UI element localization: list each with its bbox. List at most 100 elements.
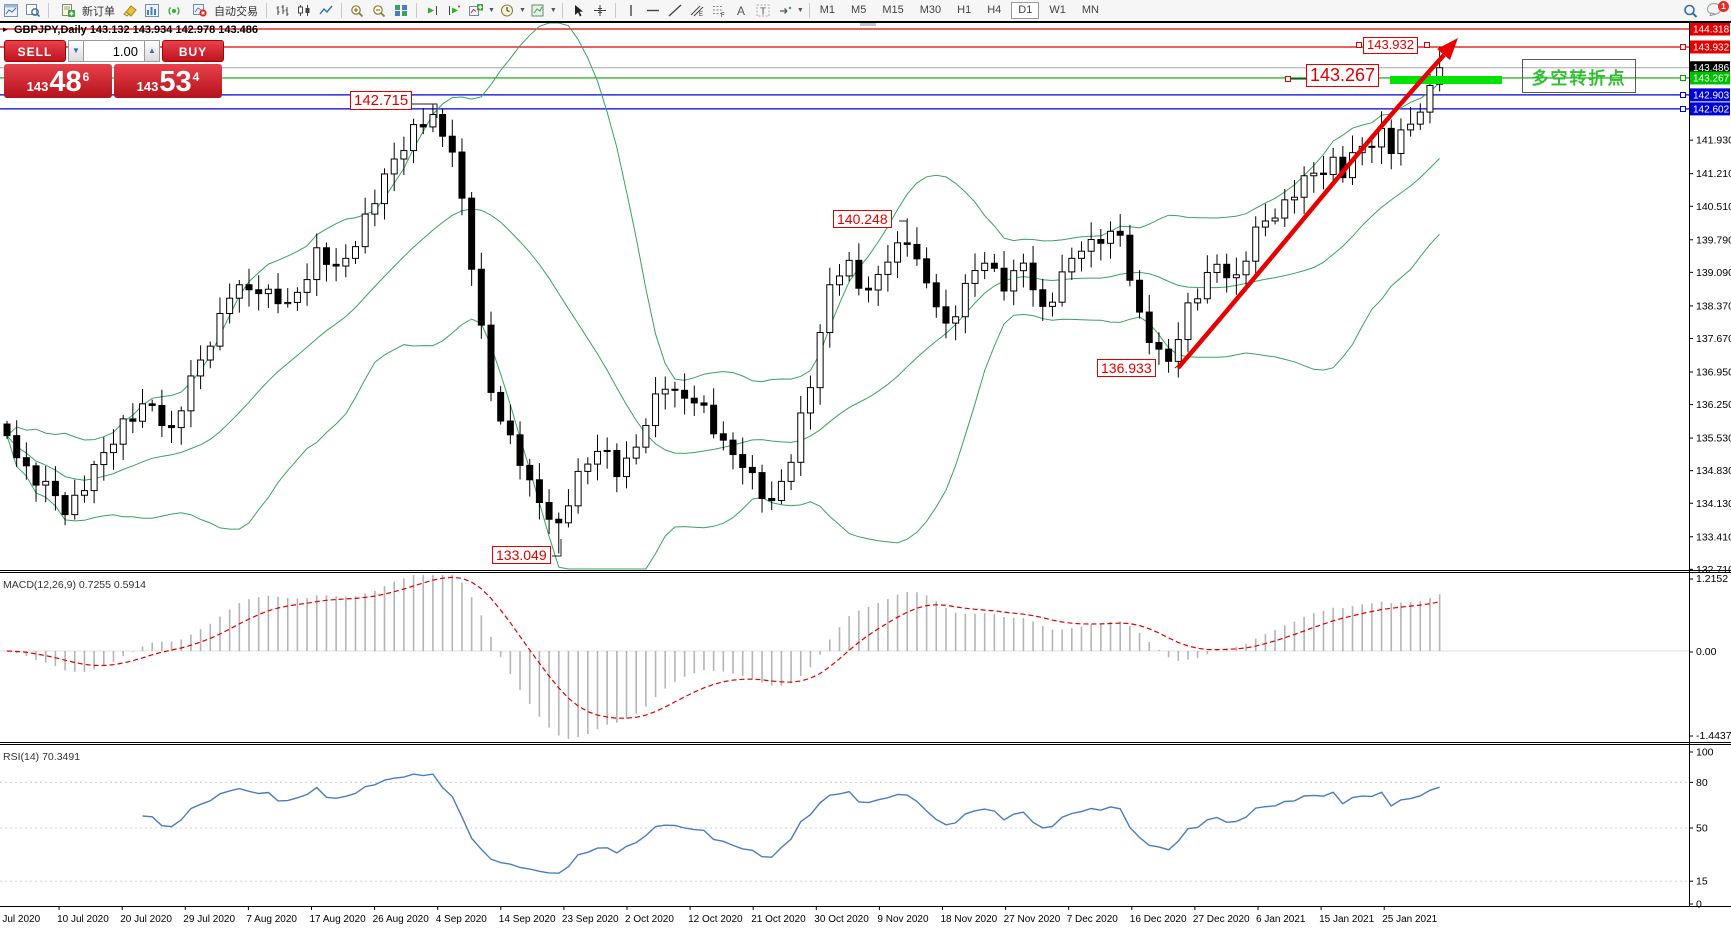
timeframe-button-W1[interactable]: W1 xyxy=(1049,4,1066,16)
trendline-tool-icon[interactable] xyxy=(664,2,686,20)
cursor-icon[interactable] xyxy=(567,2,589,20)
search-icon[interactable] xyxy=(1679,2,1701,20)
templates-icon[interactable] xyxy=(527,2,549,20)
axes xyxy=(0,22,1731,907)
volume-decrease-button[interactable]: ▼ xyxy=(68,40,84,62)
text-tool-icon[interactable]: T xyxy=(752,2,774,20)
svg-text:136.950: 136.950 xyxy=(1696,366,1731,378)
sell-price-tile[interactable]: 143 48 6 xyxy=(4,64,112,98)
buy-button[interactable]: BUY xyxy=(162,40,224,62)
vertical-line-tool-icon[interactable] xyxy=(620,2,642,20)
svg-text:29 Jul 2020: 29 Jul 2020 xyxy=(183,914,235,925)
toolbar-separator xyxy=(614,3,616,18)
svg-text:133.410: 133.410 xyxy=(1696,531,1731,543)
shift-end-icon[interactable] xyxy=(421,2,443,20)
eraser-icon[interactable] xyxy=(119,2,141,20)
zoom-out-icon[interactable] xyxy=(368,2,390,20)
date-axis: 1 Jul 2020 10 Jul 2020 20 Jul 2020 29 Jul 2… xyxy=(0,906,1438,925)
timeframe-button-M30[interactable]: M30 xyxy=(919,4,942,16)
svg-text:144.318: 144.318 xyxy=(1693,25,1730,36)
crosshair-icon[interactable] xyxy=(589,2,611,20)
object-anchor-point[interactable] xyxy=(1680,92,1686,98)
svg-text:4 Sep 2020: 4 Sep 2020 xyxy=(436,914,488,925)
channel-tool-icon[interactable]: E xyxy=(686,2,708,20)
svg-text:27 Nov 2020: 27 Nov 2020 xyxy=(1004,914,1061,925)
buy-price-pips: 53 xyxy=(159,66,192,98)
chart-profile-icon[interactable] xyxy=(141,2,163,20)
arrows-tool-icon[interactable]: A xyxy=(730,2,752,20)
new-order-button[interactable]: 新订单 xyxy=(53,2,119,20)
chat-icon[interactable]: 1 xyxy=(1707,0,1729,20)
rsi-label: RSI(14) 70.3491 xyxy=(3,751,80,763)
green-highlight-bar[interactable] xyxy=(1390,76,1502,84)
timeframe-bar: M1 M5 M15 M30 H1 H4 D1 W1 MN xyxy=(814,2,1105,19)
timeframe-button-M1[interactable]: M1 xyxy=(819,4,836,16)
svg-text:140.510: 140.510 xyxy=(1696,201,1731,213)
object-anchor-point[interactable] xyxy=(1680,75,1686,81)
dropdown-caret-icon[interactable]: ▼ xyxy=(488,7,495,14)
toolbar-separator xyxy=(416,3,417,18)
line-chart-icon[interactable] xyxy=(315,2,337,20)
bb-lower-band xyxy=(6,233,1440,570)
object-anchor-point[interactable] xyxy=(1285,76,1291,82)
data-window-icon[interactable] xyxy=(22,2,44,20)
buy-price-main: 143 xyxy=(136,79,159,94)
svg-text:30 Oct 2020: 30 Oct 2020 xyxy=(814,914,869,925)
period-clock-icon[interactable] xyxy=(496,2,518,20)
dropdown-caret-icon[interactable]: ▼ xyxy=(549,7,557,14)
svg-text:-1.4437: -1.4437 xyxy=(1696,730,1731,742)
timeframe-button-H1[interactable]: H1 xyxy=(957,4,972,16)
volume-increase-button[interactable]: ▲ xyxy=(144,40,160,62)
svg-text:7 Dec 2020: 7 Dec 2020 xyxy=(1067,914,1119,925)
svg-text:137.670: 137.670 xyxy=(1696,333,1731,345)
object-anchor-point[interactable] xyxy=(1424,42,1430,48)
new-chart-icon[interactable] xyxy=(0,2,22,20)
svg-text:E: E xyxy=(699,12,703,17)
autotrade-button[interactable]: 自动交易 xyxy=(185,2,262,20)
svg-text:6 Jan 2021: 6 Jan 2021 xyxy=(1256,914,1306,925)
timeframe-button-M5[interactable]: M5 xyxy=(851,4,867,16)
dropdown-caret-icon[interactable]: ▼ xyxy=(518,7,526,14)
drawing-objects[interactable] xyxy=(412,38,1686,557)
price-callout-143_267[interactable]: 143.267 xyxy=(1306,64,1380,87)
timeframe-button-D1[interactable]: D1 xyxy=(1011,2,1040,19)
svg-text:10 Jul 2020: 10 Jul 2020 xyxy=(57,914,109,925)
chart-frame xyxy=(0,22,1731,939)
horizontal-line-tool-icon[interactable] xyxy=(642,2,664,20)
price-callout-133_049[interactable]: 133.049 xyxy=(492,546,551,565)
add-indicator-icon[interactable] xyxy=(465,2,487,20)
dropdown-caret-icon[interactable]: ▼ xyxy=(796,7,804,14)
sell-price-pips: 48 xyxy=(49,66,82,98)
price-callout-142_715[interactable]: 142.715 xyxy=(350,91,413,111)
signal-icon[interactable] xyxy=(163,2,185,20)
timeframe-button-H4[interactable]: H4 xyxy=(987,4,1002,16)
bar-chart-icon[interactable] xyxy=(271,2,293,20)
buy-price-point: 4 xyxy=(192,70,200,84)
svg-text:134.830: 134.830 xyxy=(1696,465,1731,477)
sell-price-point: 6 xyxy=(82,70,90,84)
fibonacci-tool-icon[interactable]: F xyxy=(708,2,730,20)
candlestick-icon[interactable] xyxy=(293,2,315,20)
object-anchor-point[interactable] xyxy=(1356,42,1362,48)
svg-text:25 Jan 2021: 25 Jan 2021 xyxy=(1382,914,1437,925)
price-callout-143_932[interactable]: 143.932 xyxy=(1363,37,1418,54)
shapes-tool-icon[interactable] xyxy=(774,2,796,20)
object-anchor-point[interactable] xyxy=(1680,106,1686,112)
text-note-bull-bear-turning-point[interactable]: 多空转折点 xyxy=(1522,59,1636,93)
zoom-in-icon[interactable] xyxy=(346,2,368,20)
volume-input[interactable] xyxy=(84,40,144,62)
macd-pane: MACD(12,26,9) 0.7255 0.5914 1.2152 0.00 -1.… xyxy=(0,573,1731,742)
price-callout-136_933[interactable]: 136.933 xyxy=(1097,359,1156,378)
timeframe-button-M15[interactable]: M15 xyxy=(882,4,904,16)
auto-scroll-icon[interactable] xyxy=(443,2,465,20)
tile-windows-icon[interactable] xyxy=(390,2,412,20)
svg-text:135.530: 135.530 xyxy=(1696,433,1731,445)
toolbar-separator xyxy=(266,3,267,18)
trend-arrow[interactable] xyxy=(1176,53,1446,370)
object-anchor-point[interactable] xyxy=(1680,44,1686,50)
timeframe-button-MN[interactable]: MN xyxy=(1081,4,1099,16)
sell-button[interactable]: SELL xyxy=(4,40,66,62)
price-callout-140_248[interactable]: 140.248 xyxy=(833,210,892,229)
buy-price-tile[interactable]: 143 53 4 xyxy=(114,64,222,98)
